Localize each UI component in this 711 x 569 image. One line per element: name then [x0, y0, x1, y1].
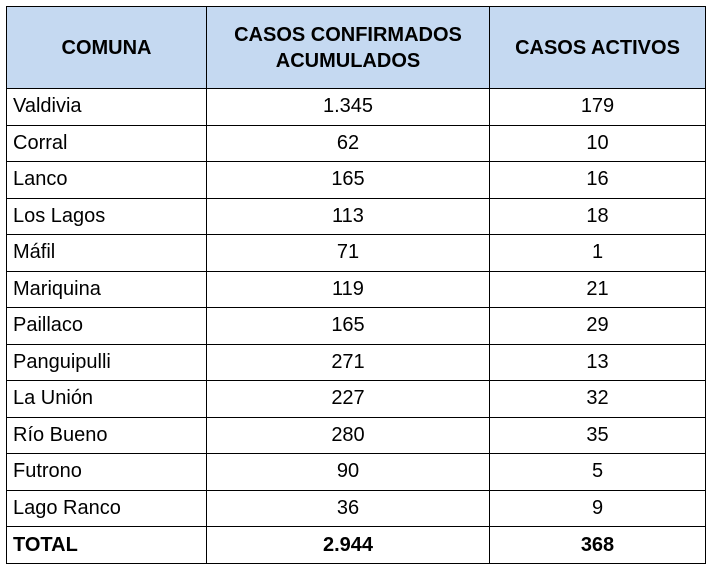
activos-cell: 29 — [490, 308, 706, 345]
cases-table: COMUNA CASOS CONFIRMADOS ACUMULADOS CASO… — [6, 6, 706, 564]
table-row: Lanco 165 16 — [7, 162, 706, 199]
table-body: Valdivia 1.345 179 Corral 62 10 Lanco 16… — [7, 89, 706, 527]
table-footer: TOTAL 2.944 368 — [7, 527, 706, 564]
table-header: COMUNA CASOS CONFIRMADOS ACUMULADOS CASO… — [7, 7, 706, 89]
confirmados-cell: 271 — [207, 344, 490, 381]
comuna-cell: La Unión — [7, 381, 207, 418]
confirmados-cell: 280 — [207, 417, 490, 454]
activos-cell: 5 — [490, 454, 706, 491]
confirmados-cell: 1.345 — [207, 89, 490, 126]
confirmados-cell: 165 — [207, 308, 490, 345]
total-label: TOTAL — [7, 527, 207, 564]
comuna-cell: Valdivia — [7, 89, 207, 126]
comuna-cell: Corral — [7, 125, 207, 162]
header-casos-activos: CASOS ACTIVOS — [490, 7, 706, 89]
comuna-cell: Mariquina — [7, 271, 207, 308]
confirmados-cell: 119 — [207, 271, 490, 308]
comuna-cell: Máfil — [7, 235, 207, 272]
comuna-cell: Futrono — [7, 454, 207, 491]
table-row: Máfil 71 1 — [7, 235, 706, 272]
activos-cell: 21 — [490, 271, 706, 308]
total-row: TOTAL 2.944 368 — [7, 527, 706, 564]
confirmados-cell: 90 — [207, 454, 490, 491]
header-casos-confirmados: CASOS CONFIRMADOS ACUMULADOS — [207, 7, 490, 89]
table-row: Panguipulli 271 13 — [7, 344, 706, 381]
confirmados-cell: 227 — [207, 381, 490, 418]
table-row: Los Lagos 113 18 — [7, 198, 706, 235]
total-confirmados: 2.944 — [207, 527, 490, 564]
cases-table-container: COMUNA CASOS CONFIRMADOS ACUMULADOS CASO… — [6, 6, 706, 564]
header-comuna: COMUNA — [7, 7, 207, 89]
table-row: Mariquina 119 21 — [7, 271, 706, 308]
total-activos: 368 — [490, 527, 706, 564]
confirmados-cell: 113 — [207, 198, 490, 235]
comuna-cell: Río Bueno — [7, 417, 207, 454]
comuna-cell: Panguipulli — [7, 344, 207, 381]
confirmados-cell: 71 — [207, 235, 490, 272]
table-row: Lago Ranco 36 9 — [7, 490, 706, 527]
comuna-cell: Lago Ranco — [7, 490, 207, 527]
activos-cell: 10 — [490, 125, 706, 162]
activos-cell: 1 — [490, 235, 706, 272]
confirmados-cell: 62 — [207, 125, 490, 162]
comuna-cell: Lanco — [7, 162, 207, 199]
comuna-cell: Los Lagos — [7, 198, 207, 235]
activos-cell: 32 — [490, 381, 706, 418]
header-row: COMUNA CASOS CONFIRMADOS ACUMULADOS CASO… — [7, 7, 706, 89]
activos-cell: 16 — [490, 162, 706, 199]
table-row: Valdivia 1.345 179 — [7, 89, 706, 126]
activos-cell: 9 — [490, 490, 706, 527]
activos-cell: 18 — [490, 198, 706, 235]
table-row: Corral 62 10 — [7, 125, 706, 162]
table-row: Paillaco 165 29 — [7, 308, 706, 345]
activos-cell: 179 — [490, 89, 706, 126]
table-row: La Unión 227 32 — [7, 381, 706, 418]
table-row: Río Bueno 280 35 — [7, 417, 706, 454]
activos-cell: 35 — [490, 417, 706, 454]
confirmados-cell: 165 — [207, 162, 490, 199]
activos-cell: 13 — [490, 344, 706, 381]
comuna-cell: Paillaco — [7, 308, 207, 345]
table-row: Futrono 90 5 — [7, 454, 706, 491]
confirmados-cell: 36 — [207, 490, 490, 527]
